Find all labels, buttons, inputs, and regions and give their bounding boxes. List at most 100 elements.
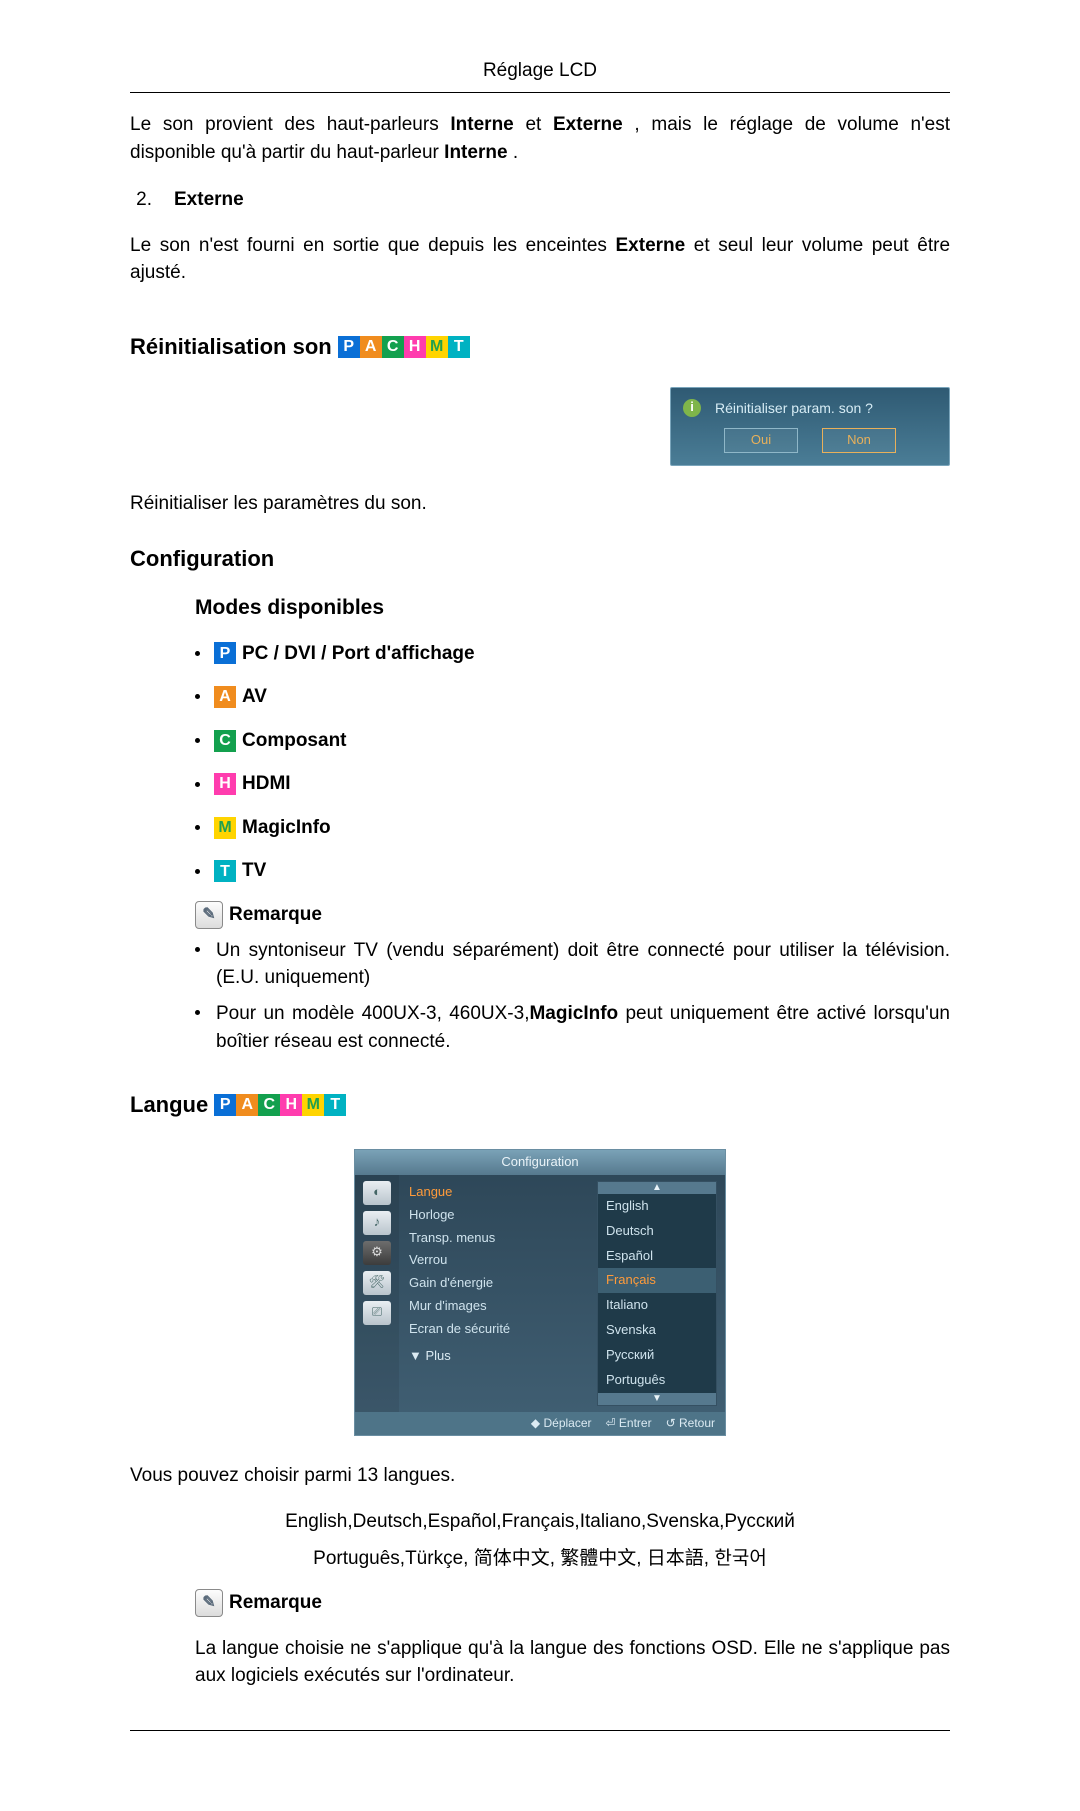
bullet-icon bbox=[195, 947, 200, 952]
mode-content: T TV bbox=[214, 857, 266, 885]
remarque-label: Remarque bbox=[229, 1589, 322, 1617]
osd-lang-item[interactable]: Русский bbox=[598, 1343, 716, 1368]
osd-left-item[interactable]: Gain d'énergie bbox=[409, 1272, 579, 1295]
chip-p-icon: P bbox=[338, 336, 360, 358]
osd-more[interactable]: ▼ Plus bbox=[409, 1347, 579, 1366]
osd-left-list: Langue Horloge Transp. menus Verrou Gain… bbox=[399, 1175, 589, 1412]
bullet-icon bbox=[195, 782, 200, 787]
chip-a-icon: A bbox=[360, 336, 382, 358]
osd-lang-item[interactable]: Svenska bbox=[598, 1318, 716, 1343]
scroll-down-icon[interactable]: ▼ bbox=[598, 1393, 716, 1405]
content: Le son provient des haut-parleurs Intern… bbox=[130, 111, 950, 1690]
bullet-icon bbox=[195, 651, 200, 656]
osd-title: Configuration bbox=[355, 1150, 725, 1175]
scroll-up-icon[interactable]: ▲ bbox=[598, 1182, 716, 1194]
mode-item: P PC / DVI / Port d'affichage bbox=[195, 640, 950, 668]
osd-left-item[interactable]: Langue bbox=[409, 1181, 579, 1204]
chip-m-icon: M bbox=[302, 1094, 324, 1116]
chip-h-icon: H bbox=[280, 1094, 302, 1116]
mode-content: H HDMI bbox=[214, 770, 291, 798]
langue-note: La langue choisie ne s'applique qu'à la … bbox=[195, 1635, 950, 1690]
heading-text: Réinitialisation son bbox=[130, 331, 332, 363]
osd-left-item[interactable]: Transp. menus bbox=[409, 1227, 579, 1250]
mode-content: A AV bbox=[214, 683, 267, 711]
chip-m-icon: M bbox=[426, 336, 448, 358]
osd-footer: ◆ Déplacer ⏎ Entrer ↺ Retour bbox=[355, 1412, 725, 1435]
osd-lang-item[interactable]: Français bbox=[598, 1268, 716, 1293]
osd-lang-item[interactable]: Italiano bbox=[598, 1293, 716, 1318]
osd-left-item[interactable]: Verrou bbox=[409, 1249, 579, 1272]
dialog-box: i Réinitialiser param. son ? Oui Non bbox=[670, 387, 950, 466]
bullet-icon bbox=[195, 825, 200, 830]
info-icon: i bbox=[683, 399, 701, 417]
osd-lang-list: ▲ English Deutsch Español Français Itali… bbox=[597, 1181, 717, 1406]
list-number: 2. bbox=[130, 186, 152, 214]
mode-content: C Composant bbox=[214, 727, 347, 755]
reset-dialog: i Réinitialiser param. son ? Oui Non bbox=[670, 387, 950, 466]
mode-content: P PC / DVI / Port d'affichage bbox=[214, 640, 475, 668]
list-title: Externe bbox=[174, 186, 244, 214]
mode-item: H HDMI bbox=[195, 770, 950, 798]
osd-left-item[interactable]: Horloge bbox=[409, 1204, 579, 1227]
pencil-icon: ✎ bbox=[195, 1589, 223, 1617]
footer-rule bbox=[130, 1730, 950, 1731]
chip-t-icon: T bbox=[448, 336, 470, 358]
heading-reinit-son: Réinitialisation son P A C H M T bbox=[130, 331, 470, 363]
page: Réglage LCD Le son provient des haut-par… bbox=[0, 0, 1080, 1811]
chip-a-icon: A bbox=[214, 686, 236, 708]
osd-body: ◐ ♪ ⚙ 🛠 ⎚ Langue Horloge Transp. menus V… bbox=[355, 1175, 725, 1412]
chip-t-icon: T bbox=[214, 860, 236, 882]
osd-sound-icon: ♪ bbox=[363, 1211, 391, 1235]
languages-line-1: English,Deutsch,Español,Français,Italian… bbox=[130, 1508, 950, 1536]
text: Le son provient des haut-parleurs bbox=[130, 114, 450, 135]
mode-label: HDMI bbox=[242, 770, 291, 798]
osd-left-item[interactable]: Mur d'images bbox=[409, 1295, 579, 1318]
text: Pour un modèle 400UX-3, 460UX-3, bbox=[216, 1003, 529, 1024]
bullet-icon bbox=[195, 694, 200, 699]
mode-label: Composant bbox=[242, 727, 347, 755]
osd-lang-item[interactable]: Deutsch bbox=[598, 1219, 716, 1244]
osd-lang-item[interactable]: Español bbox=[598, 1244, 716, 1269]
config-osd-panel: Configuration ◐ ♪ ⚙ 🛠 ⎚ Langue Horloge T… bbox=[354, 1149, 726, 1436]
remarque-row: ✎ Remarque bbox=[195, 901, 950, 929]
dialog-non-button[interactable]: Non bbox=[822, 428, 896, 453]
word-externe: Externe bbox=[553, 114, 623, 135]
mode-label: PC / DVI / Port d'affichage bbox=[242, 640, 475, 668]
reset-caption: Réinitialiser les paramètres du son. bbox=[130, 490, 950, 518]
heading-configuration: Configuration bbox=[130, 543, 950, 575]
header-rule bbox=[130, 92, 950, 93]
mode-item: A AV bbox=[195, 683, 950, 711]
bullet-icon bbox=[195, 738, 200, 743]
osd-left-item[interactable]: Ecran de sécurité bbox=[409, 1318, 579, 1341]
osd-lang-item[interactable]: Português bbox=[598, 1368, 716, 1393]
remarque-text: Un syntoniseur TV (vendu séparément) doi… bbox=[216, 937, 950, 992]
osd-lang-item[interactable]: English bbox=[598, 1194, 716, 1219]
intro-paragraph: Le son provient des haut-parleurs Intern… bbox=[130, 111, 950, 166]
chip-strip: P A C H M T bbox=[214, 1094, 346, 1116]
dialog-question-row: i Réinitialiser param. son ? bbox=[683, 398, 937, 418]
remarque-item: Un syntoniseur TV (vendu séparément) doi… bbox=[195, 937, 950, 992]
mode-item: T TV bbox=[195, 857, 950, 885]
externe-body: Le son n'est fourni en sortie que depuis… bbox=[130, 232, 950, 287]
dialog-oui-button[interactable]: Oui bbox=[724, 428, 798, 453]
remarque-item: Pour un modèle 400UX-3, 460UX-3,MagicInf… bbox=[195, 1000, 950, 1055]
languages-line-2: Português,Türkçe, 简体中文, 繁體中文, 日本語, 한국어 bbox=[130, 1545, 950, 1573]
text: et bbox=[525, 114, 553, 135]
chip-h-icon: H bbox=[214, 773, 236, 795]
modes-list: P PC / DVI / Port d'affichage A AV C Com… bbox=[195, 640, 950, 885]
osd-foot-enter: ⏎ Entrer bbox=[606, 1415, 652, 1432]
text: Le son n'est fourni en sortie que depuis… bbox=[130, 235, 616, 256]
heading-langue: Langue P A C H M T bbox=[130, 1089, 346, 1121]
modes-block: Modes disponibles P PC / DVI / Port d'af… bbox=[195, 593, 950, 1055]
list-item-externe: 2. Externe bbox=[130, 186, 950, 214]
chip-t-icon: T bbox=[324, 1094, 346, 1116]
chip-p-icon: P bbox=[214, 642, 236, 664]
langue-remarque-block: ✎ Remarque La langue choisie ne s'appliq… bbox=[195, 1589, 950, 1690]
chip-c-icon: C bbox=[382, 336, 404, 358]
word-interne-2: Interne bbox=[444, 142, 507, 163]
heading-modes: Modes disponibles bbox=[195, 593, 950, 623]
word-externe-2: Externe bbox=[616, 235, 686, 256]
chip-h-icon: H bbox=[404, 336, 426, 358]
mode-item: C Composant bbox=[195, 727, 950, 755]
page-title: Réglage LCD bbox=[0, 60, 1080, 82]
